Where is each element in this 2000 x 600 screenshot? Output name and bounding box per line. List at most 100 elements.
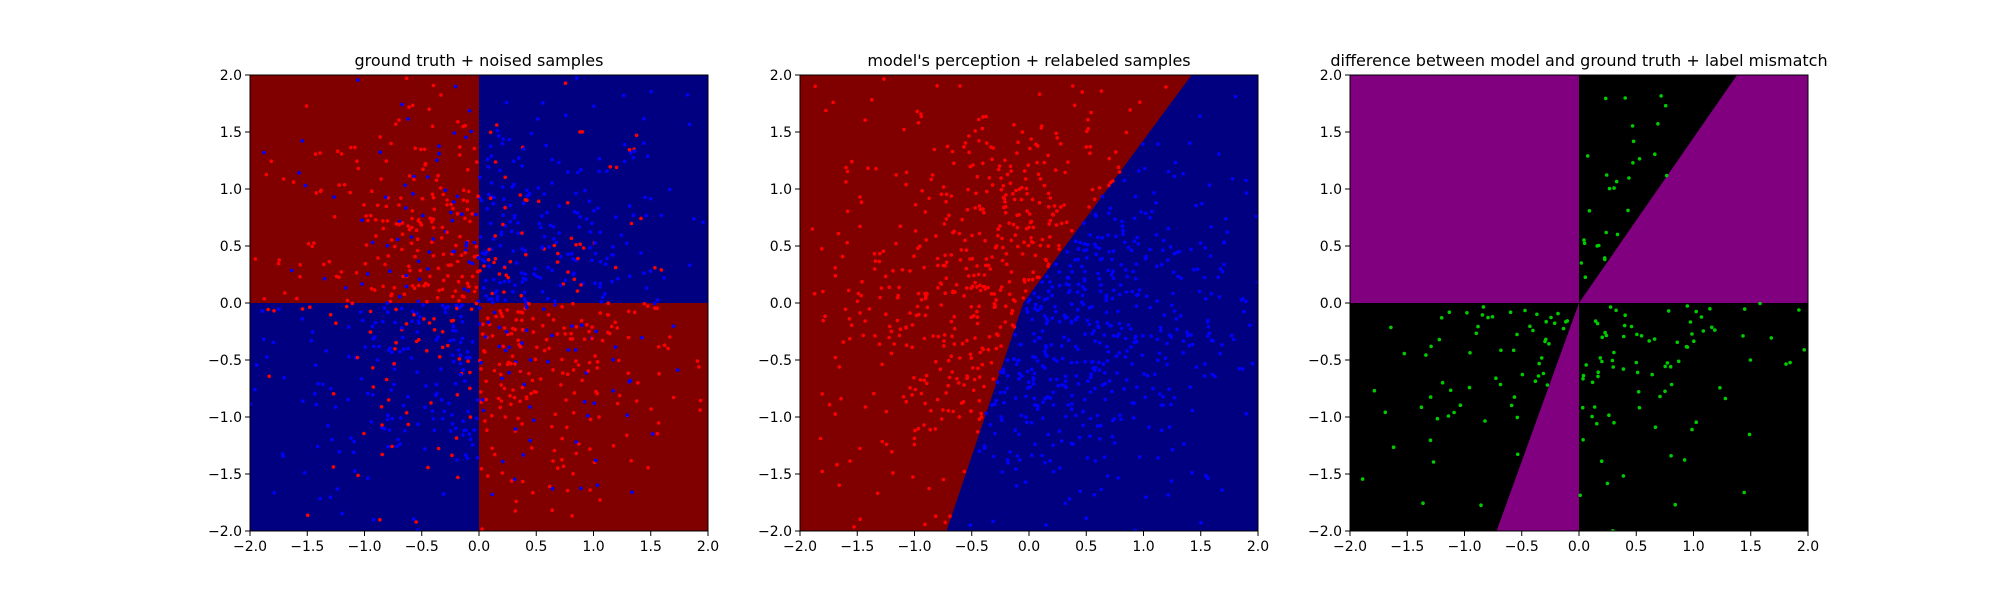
- sample-point: [574, 359, 578, 363]
- sample-point: [1046, 264, 1051, 269]
- sample-point: [1140, 353, 1145, 358]
- sample-point: [1155, 264, 1159, 269]
- sample-point: [1130, 289, 1134, 294]
- sample-point: [949, 194, 954, 198]
- sample-point: [1017, 371, 1022, 376]
- sample-point: [656, 345, 661, 349]
- sample-point: [872, 251, 877, 256]
- sample-point: [1133, 194, 1138, 199]
- sample-point: [432, 428, 437, 433]
- sample-point: [408, 268, 412, 273]
- sample-point: [1070, 270, 1074, 274]
- sample-point: [254, 363, 259, 367]
- sample-point: [979, 411, 983, 416]
- sample-point: [476, 255, 481, 260]
- sample-point: [506, 275, 511, 280]
- sample-point: [1220, 488, 1224, 492]
- sample-point: [440, 416, 445, 421]
- sample-point: [820, 247, 824, 251]
- y-tick-label: −0.5: [1308, 353, 1342, 369]
- y-tick-label: −1.0: [758, 410, 792, 426]
- sample-point: [313, 363, 318, 368]
- sample-point: [514, 499, 518, 504]
- x-tick-label: 0.0: [468, 539, 490, 555]
- sample-point: [1590, 414, 1594, 419]
- sample-point: [1024, 289, 1028, 293]
- sample-point: [1003, 200, 1007, 204]
- sample-point: [466, 409, 470, 414]
- sample-point: [1085, 256, 1089, 260]
- sample-point: [404, 76, 409, 81]
- sample-point: [370, 240, 375, 245]
- sample-point: [1206, 325, 1211, 329]
- sample-point: [594, 458, 598, 463]
- sample-point: [368, 309, 373, 314]
- sample-point: [1007, 221, 1011, 225]
- sample-point: [343, 286, 348, 290]
- sample-point: [608, 165, 612, 169]
- sample-point: [348, 190, 353, 195]
- sample-point: [949, 253, 954, 257]
- sample-point: [536, 186, 541, 190]
- sample-point: [981, 284, 986, 289]
- sample-point: [983, 238, 987, 243]
- sample-point: [1699, 315, 1704, 319]
- sample-point: [1486, 315, 1490, 320]
- sample-point: [640, 335, 644, 340]
- sample-point: [563, 332, 567, 336]
- sample-point: [365, 272, 370, 276]
- sample-point: [1009, 311, 1014, 316]
- sample-point: [1151, 386, 1155, 391]
- sample-point: [354, 271, 359, 275]
- sample-point: [1621, 334, 1626, 339]
- sample-point: [897, 285, 901, 290]
- sample-point: [520, 231, 524, 235]
- sample-point: [1059, 439, 1064, 443]
- sample-point: [912, 436, 917, 441]
- sample-point: [1612, 350, 1616, 355]
- sample-point: [390, 416, 395, 421]
- sample-point: [1044, 523, 1048, 527]
- sample-point: [509, 361, 513, 366]
- sample-point: [1054, 223, 1059, 227]
- sample-point: [434, 382, 439, 387]
- sample-point: [1138, 100, 1142, 104]
- sample-point: [382, 426, 387, 431]
- y-tick-label: 0.0: [1320, 296, 1342, 312]
- sample-point: [1207, 331, 1212, 336]
- sample-point: [1520, 372, 1525, 377]
- sample-point: [1242, 309, 1246, 314]
- sample-point: [1125, 274, 1129, 279]
- x-tick-label: 1.0: [582, 539, 604, 555]
- sample-point: [1032, 332, 1036, 336]
- sample-point: [608, 331, 612, 336]
- sample-point: [461, 419, 465, 424]
- sample-point: [1029, 236, 1033, 240]
- sample-point: [544, 337, 549, 342]
- sample-point: [883, 274, 888, 279]
- sample-point: [470, 274, 475, 279]
- sample-point: [529, 446, 534, 450]
- sample-point: [595, 483, 600, 488]
- sample-point: [370, 189, 374, 193]
- sample-point: [1652, 337, 1657, 341]
- sample-point: [327, 259, 332, 264]
- y-tick-label: 2.0: [1320, 68, 1342, 84]
- sample-point: [272, 491, 277, 495]
- sample-point: [878, 295, 882, 300]
- sample-point: [923, 210, 928, 214]
- sample-point: [941, 185, 946, 189]
- sample-point: [454, 329, 458, 333]
- sample-point: [356, 166, 361, 171]
- sample-point: [1033, 302, 1038, 307]
- sample-point: [1099, 89, 1104, 93]
- sample-point: [440, 345, 445, 350]
- sample-point: [1149, 334, 1153, 338]
- sample-point: [413, 146, 418, 150]
- sample-point: [671, 395, 676, 400]
- sample-point: [895, 318, 900, 323]
- sample-point: [879, 286, 884, 290]
- sample-point: [593, 251, 598, 256]
- sample-point: [356, 473, 360, 478]
- sample-point: [1161, 394, 1165, 399]
